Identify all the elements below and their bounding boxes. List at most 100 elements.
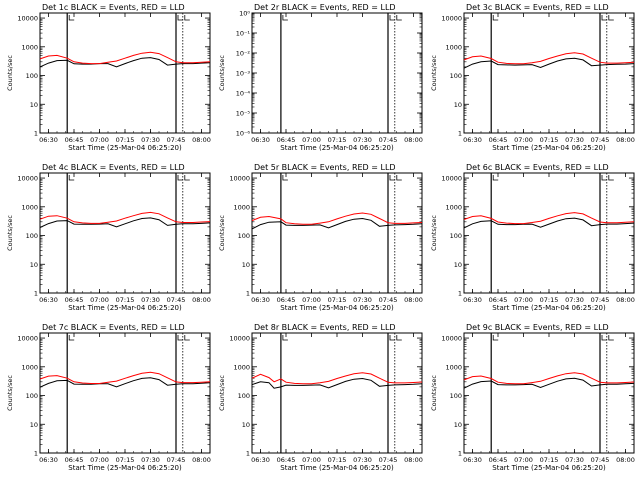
y-tick-label: 1 [458, 290, 462, 298]
x-tick-label: 08:00 [616, 296, 635, 304]
x-tick-label: 07:30 [565, 136, 584, 144]
x-axis-label: Start Time (25-Mar-04 06:25:20) [492, 304, 606, 312]
time-marker-flag [184, 335, 190, 341]
events-series-line [251, 217, 423, 230]
time-marker-flag [282, 335, 288, 341]
x-tick-label: 07:15 [116, 456, 135, 464]
lld-series-line [39, 51, 211, 65]
detector-panel-6: Det 6c BLACK = Events, RED = LLD 1 10 100 10… [430, 163, 635, 312]
events-series-line [39, 377, 211, 388]
x-tick-label: 07:45 [167, 136, 186, 144]
events-series-line [251, 377, 423, 389]
x-tick-label: 07:30 [353, 296, 372, 304]
x-tick-label: 06:45 [277, 296, 296, 304]
y-tick-label: 100 [450, 392, 462, 400]
x-tick-label: 06:30 [251, 136, 270, 144]
x-axis-label: Start Time (25-Mar-04 06:25:20) [492, 144, 606, 152]
panel-title: Det 3c BLACK = Events, RED = LLD [466, 3, 609, 12]
time-marker-flag [492, 175, 499, 181]
x-tick-label: 06:45 [489, 456, 508, 464]
x-tick-label: 07:00 [302, 136, 321, 144]
y-tick-label: 100 [450, 72, 462, 80]
x-tick-label: 06:45 [489, 296, 508, 304]
y-tick-label: 10⁻³ [236, 70, 251, 78]
y-tick-label: 10⁰ [239, 10, 250, 18]
x-tick-label: 08:00 [192, 456, 211, 464]
x-tick-label: 07:45 [379, 296, 398, 304]
x-tick-label: 08:00 [616, 456, 635, 464]
time-marker-flag [492, 335, 499, 341]
plot-frame [251, 12, 423, 134]
x-tick-label: 07:30 [141, 296, 160, 304]
y-tick-label: 10000 [17, 15, 38, 23]
time-marker-flag [177, 175, 183, 181]
x-tick-label: 07:45 [379, 136, 398, 144]
x-tick-label: 06:30 [251, 456, 270, 464]
y-tick-label: 1000 [445, 43, 462, 51]
x-tick-label: 07:00 [302, 296, 321, 304]
time-marker-flag [492, 15, 499, 21]
time-marker-flag [177, 335, 183, 341]
x-axis-label: Start Time (25-Mar-04 06:25:20) [280, 464, 394, 472]
y-tick-label: 10000 [441, 335, 462, 343]
x-axis-label: Start Time (25-Mar-04 06:25:20) [68, 464, 182, 472]
y-tick-label: 10000 [441, 175, 462, 183]
time-marker-flag [68, 15, 75, 21]
y-tick-label: 10000 [17, 335, 38, 343]
y-tick-label: 1 [458, 130, 462, 138]
lld-series-line [463, 372, 635, 385]
x-tick-label: 07:00 [90, 136, 109, 144]
y-tick-label: 10 [30, 421, 38, 429]
lld-series-line [39, 211, 211, 224]
panel-title: Det 1c BLACK = Events, RED = LLD [42, 3, 185, 12]
x-tick-label: 06:45 [277, 136, 296, 144]
x-tick-label: 08:00 [404, 296, 423, 304]
x-tick-label: 06:30 [39, 136, 58, 144]
detector-panel-4: Det 4c BLACK = Events, RED = LLD 1 10 100 10… [6, 163, 211, 312]
y-axis-label: Counts/sec [430, 375, 438, 411]
y-tick-label: 10000 [229, 175, 250, 183]
y-axis-label: Counts/sec [218, 215, 226, 251]
x-tick-label: 07:45 [591, 456, 610, 464]
time-marker-flag [396, 175, 402, 181]
plot-frame [463, 332, 635, 454]
x-axis-label: Start Time (25-Mar-04 06:25:20) [492, 464, 606, 472]
y-tick-label: 10 [454, 101, 462, 109]
detector-panel-8: Det 8r BLACK = Events, RED = LLD 1 10 100 10… [218, 323, 423, 472]
x-tick-label: 06:30 [463, 296, 482, 304]
panel-title: Det 4c BLACK = Events, RED = LLD [42, 163, 185, 172]
y-tick-label: 10⁻¹ [236, 30, 251, 38]
y-axis-label: Counts/sec [6, 215, 14, 251]
y-tick-label: 1000 [21, 43, 38, 51]
events-series-line [39, 217, 211, 228]
y-axis-label: Counts/sec [6, 55, 14, 91]
y-tick-label: 10 [30, 101, 38, 109]
y-tick-label: 100 [238, 392, 250, 400]
x-tick-label: 07:00 [90, 296, 109, 304]
x-tick-label: 08:00 [192, 296, 211, 304]
y-axis-label: Counts/sec [430, 55, 438, 91]
time-marker-flag [396, 335, 402, 341]
time-marker-flag [282, 15, 288, 21]
y-axis-label: Counts/sec [430, 215, 438, 251]
detector-panel-5: Det 5r BLACK = Events, RED = LLD 1 10 100 10… [218, 163, 423, 312]
events-series-line [463, 217, 635, 229]
panel-title: Det 7c BLACK = Events, RED = LLD [42, 323, 185, 332]
x-tick-label: 07:15 [328, 296, 347, 304]
time-marker-flag [601, 15, 607, 21]
y-tick-label: 100 [26, 232, 38, 240]
y-tick-label: 10⁻⁶ [236, 130, 251, 138]
y-tick-label: 1 [34, 290, 38, 298]
detector-panel-2: Det 2r BLACK = Events, RED = LLD 10⁻⁶ 10⁻⁵… [218, 3, 423, 152]
events-series-line [463, 377, 635, 389]
x-tick-label: 07:00 [514, 456, 533, 464]
y-tick-label: 100 [26, 392, 38, 400]
y-tick-label: 1 [458, 450, 462, 458]
x-tick-label: 07:15 [116, 296, 135, 304]
events-series-line [463, 57, 635, 69]
time-marker-flag [601, 175, 607, 181]
x-axis-label: Start Time (25-Mar-04 06:25:20) [280, 144, 394, 152]
x-tick-label: 07:15 [540, 456, 559, 464]
y-tick-label: 100 [26, 72, 38, 80]
x-tick-label: 06:45 [489, 136, 508, 144]
